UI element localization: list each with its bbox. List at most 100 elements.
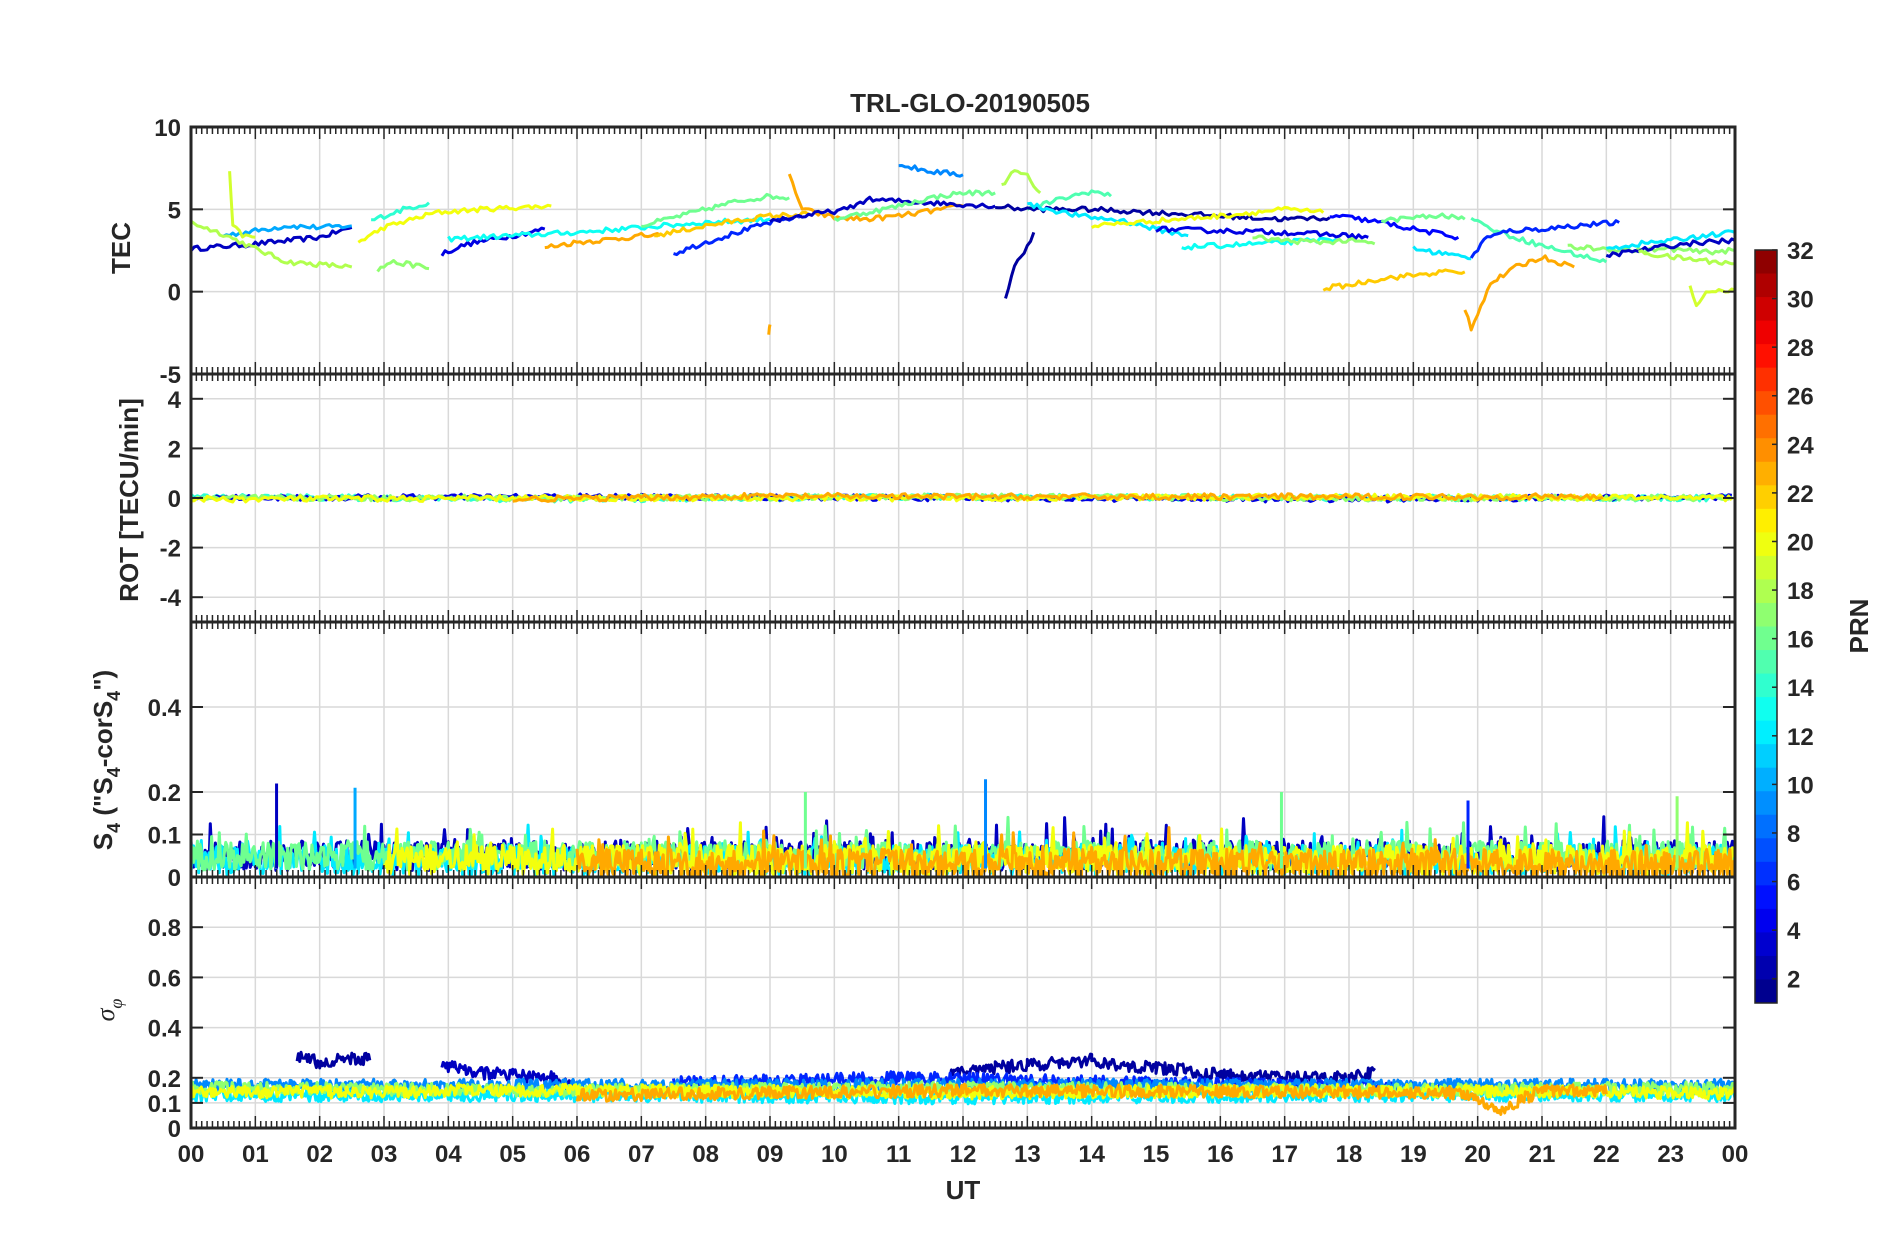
y-tick-label: 0.1: [148, 1091, 181, 1118]
x-tick-label: 19: [1400, 1141, 1427, 1168]
x-tick-label: 00: [178, 1141, 205, 1168]
x-tick-label: 23: [1657, 1141, 1684, 1168]
colorbar-tick-label: 4: [1787, 918, 1801, 945]
colorbar-segment: [1755, 650, 1777, 675]
series-line-prn-19: [1688, 285, 1735, 308]
colorbar-segment: [1755, 579, 1777, 604]
colorbar-label: PRN: [1844, 599, 1874, 654]
colorbar-segment: [1755, 273, 1777, 298]
colorbar-segment: [1755, 414, 1777, 439]
x-tick-label: 02: [306, 1141, 333, 1168]
y-tick-label: -4: [160, 585, 182, 612]
colorbar-segment: [1755, 485, 1777, 510]
y-tick-label: -2: [160, 536, 181, 563]
colorbar-segment: [1755, 838, 1777, 863]
series-line-prn-18: [1001, 169, 1042, 195]
colorbar-segment: [1755, 555, 1777, 580]
colorbar-tick-label: 24: [1787, 432, 1814, 459]
y-tick-label: -5: [160, 362, 181, 389]
series-line-prn-15: [1026, 189, 1113, 211]
colorbar-tick-label: 10: [1787, 772, 1814, 799]
tec-panel: 10 5 0 -5: [154, 115, 1737, 389]
series-line-prn-23: [787, 173, 964, 223]
colorbar-segment: [1755, 602, 1777, 627]
y-tick-label: 0: [168, 280, 181, 307]
colorbar-segment: [1755, 344, 1777, 369]
series-line-prn-23: [767, 324, 772, 335]
x-tick-label: 03: [371, 1141, 398, 1168]
series-line-prn-20: [357, 203, 552, 244]
series-line-prn-16: [833, 189, 996, 222]
colorbar-tick-label: 12: [1787, 724, 1814, 751]
colorbar-segment: [1755, 814, 1777, 839]
colorbar-segment: [1755, 320, 1777, 345]
x-tick-label: 06: [564, 1141, 591, 1168]
x-tick-label: 12: [950, 1141, 977, 1168]
series-line-prn-12: [1606, 229, 1735, 251]
colorbar-segment: [1755, 744, 1777, 769]
colorbar-segment: [1755, 979, 1777, 1004]
colorbar-tick-label: 28: [1787, 335, 1814, 362]
series-line-prn-22: [1322, 268, 1466, 292]
series-line-prn-13: [447, 216, 771, 243]
x-tick-label: 04: [435, 1141, 462, 1168]
s4-ylabel: S4 ("S4-corS4"): [88, 670, 124, 850]
series-line-prn-22: [654, 210, 810, 238]
colorbar-segment: [1755, 720, 1777, 745]
colorbar-segment: [1755, 955, 1777, 980]
chart-title: TRL-GLO-20190505: [850, 88, 1090, 118]
sigma-phi-ylabel: σφ: [91, 999, 126, 1022]
series-line-prn-14: [371, 201, 430, 222]
series-line-prn-3: [1605, 237, 1735, 258]
tec-ylabel: TEC: [106, 222, 136, 274]
y-tick-label: 0.8: [148, 915, 181, 942]
x-tick-label: 16: [1207, 1141, 1234, 1168]
colorbar-segment: [1755, 391, 1777, 416]
y-tick-label: 0.2: [148, 1066, 181, 1093]
series-line-prn-20: [1091, 205, 1325, 229]
rot-panel: 4 2 0 -2 -4: [160, 372, 1737, 624]
y-tick-label: 5: [168, 197, 181, 224]
series-line-prn-12: [1412, 245, 1472, 261]
colorbar-segment: [1755, 673, 1777, 698]
colorbar-segment: [1755, 250, 1777, 275]
series-line-prn-3: [440, 1060, 579, 1092]
series-line-prn-2: [948, 1052, 1376, 1085]
colorbar-tick-label: 22: [1787, 481, 1814, 508]
colorbar-segment: [1755, 508, 1777, 533]
x-tick-label: 07: [628, 1141, 655, 1168]
colorbar-tick-label: 6: [1787, 870, 1800, 897]
colorbar: 32 30 28 26 24 22 20 18 16 14 12 10 8 6 4 2: [1754, 238, 1814, 1004]
plot-area: [191, 164, 1735, 335]
colorbar-tick-label: 20: [1787, 529, 1814, 556]
x-tick-label: 00: [1722, 1141, 1749, 1168]
y-tick-label: 0.6: [148, 965, 181, 992]
y-tick-label: 10: [154, 115, 181, 142]
colorbar-segment: [1755, 908, 1777, 933]
series-line-prn-20: [191, 1082, 1735, 1101]
colorbar-tick-label: 16: [1787, 627, 1814, 654]
y-tick-label: 0: [168, 486, 181, 513]
colorbar-segment: [1755, 532, 1777, 557]
series-line-prn-9: [898, 164, 964, 178]
x-tick-label: 22: [1593, 1141, 1620, 1168]
y-tick-label: 0.4: [148, 1016, 182, 1043]
x-tick-label: 17: [1271, 1141, 1298, 1168]
series-line-prn-18: [1637, 249, 1735, 266]
colorbar-segment: [1755, 438, 1777, 463]
y-tick-label: 0.1: [148, 823, 181, 850]
colorbar-tick-label: 30: [1787, 287, 1814, 314]
series-line-prn-18: [191, 219, 353, 269]
y-tick-label: 0: [168, 865, 181, 892]
colorbar-segment: [1755, 932, 1777, 957]
x-tick-label: 10: [821, 1141, 848, 1168]
series-line-prn-10: [222, 223, 353, 238]
y-tick-label: 0.2: [148, 780, 181, 807]
series-line-prn-16: [641, 192, 790, 228]
series-line-prn-5: [1329, 213, 1460, 241]
series-line-prn-17: [376, 259, 430, 273]
colorbar-tick-label: 26: [1787, 384, 1814, 411]
colorbar-segment: [1755, 367, 1777, 392]
colorbar-segment: [1755, 461, 1777, 486]
